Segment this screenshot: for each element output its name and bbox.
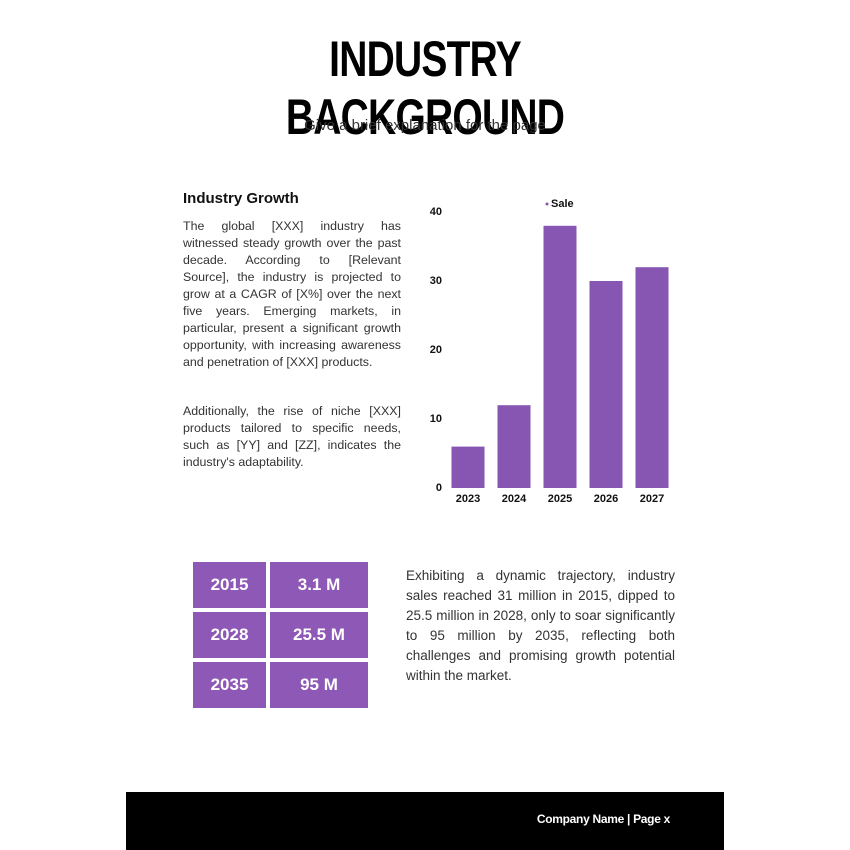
x-tick-label: 2023: [456, 493, 480, 505]
bar: [497, 405, 531, 488]
legend-label: Sale: [551, 198, 574, 210]
legend-marker: [545, 202, 549, 206]
bar: [543, 225, 577, 489]
table-cell: 2028: [193, 612, 266, 658]
subtitle: Give a brief explanation for the page: [304, 117, 546, 134]
bar: [635, 267, 669, 488]
bar: [589, 281, 623, 488]
x-tick-label: 2026: [594, 493, 618, 505]
x-tick-label: 2025: [548, 493, 572, 505]
table-cell: 3.1 M: [270, 562, 368, 608]
y-tick-label: 40: [430, 206, 442, 218]
table-cell: 2015: [193, 562, 266, 608]
paragraph: The global [XXX] industry has witnessed …: [183, 219, 401, 369]
x-tick-label: 2027: [640, 493, 664, 505]
paragraph: Additionally, the rise of niche [XXX] pr…: [183, 404, 401, 469]
bar: [451, 446, 485, 488]
footer: Company Name | Page x: [536, 812, 670, 826]
footer-band: [126, 792, 724, 850]
chart: 0 10 20 30 40 Sale 2023 2024 2025 2026 2027: [430, 198, 669, 505]
table-cell: 2035: [193, 662, 266, 708]
x-tick-label: 2024: [502, 493, 527, 505]
y-tick-label: 0: [436, 482, 442, 494]
y-tick-label: 30: [430, 275, 442, 287]
y-tick-label: 10: [430, 413, 442, 425]
summary: Exhibiting a dynamic trajectory, industr…: [406, 568, 675, 683]
table-cell: 25.5 M: [270, 612, 368, 658]
section-heading: Industry Growth: [183, 190, 299, 207]
y-tick-label: 20: [430, 344, 442, 356]
title: INDUSTRY BACKGROUND: [285, 31, 565, 145]
table-cell: 95 M: [270, 662, 368, 708]
